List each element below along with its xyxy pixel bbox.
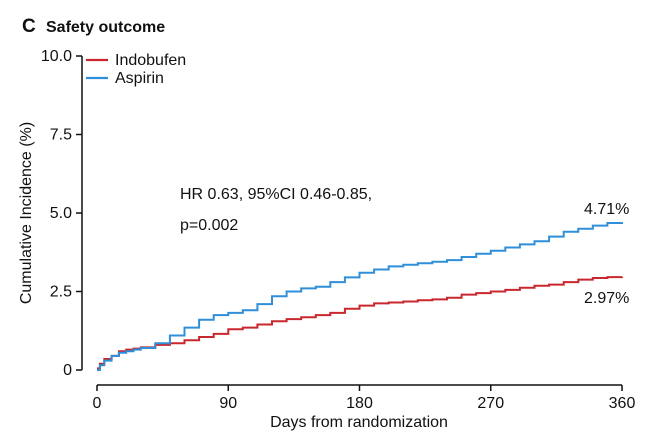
panel-letter: C <box>22 16 36 37</box>
x-tick-label: 360 <box>609 395 636 412</box>
x-tick-label: 90 <box>219 395 237 412</box>
p-value-annotation: p=0.002 <box>180 217 238 234</box>
x-tick-label: 180 <box>346 395 373 412</box>
x-tick-label: 270 <box>477 395 504 412</box>
series-line-indobufen <box>97 276 623 370</box>
x-axis-label: Days from randomization <box>270 414 448 431</box>
legend-label-indobufen: Indobufen <box>115 52 186 69</box>
series-group <box>97 222 623 371</box>
y-tick-label: 0 <box>63 362 72 379</box>
hr-annotation: HR 0.63, 95%CI 0.46-0.85, <box>180 186 372 203</box>
y-tick-label: 5.0 <box>50 205 72 222</box>
y-ticks: 0 2.5 5.0 7.5 10.0 <box>41 48 82 379</box>
y-tick-label: 2.5 <box>50 284 72 301</box>
indobufen-end-label: 2.97% <box>584 290 629 307</box>
y-axis-label: Cumulative Incidence (%) <box>18 122 35 304</box>
aspirin-end-label: 4.71% <box>584 201 629 218</box>
legend: Indobufen Aspirin <box>86 52 186 87</box>
y-tick-label: 10.0 <box>41 48 72 65</box>
x-tick-label: 0 <box>93 395 102 412</box>
legend-label-aspirin: Aspirin <box>115 70 164 87</box>
y-tick-label: 7.5 <box>50 127 72 144</box>
chart-title: Safety outcome <box>46 19 165 36</box>
series-line-aspirin <box>97 222 623 371</box>
axes <box>81 56 622 386</box>
x-ticks: 0 90 180 270 360 <box>93 385 636 412</box>
